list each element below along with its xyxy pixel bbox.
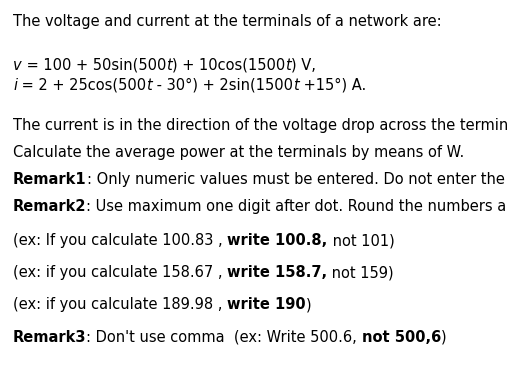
Text: not 159): not 159) bbox=[327, 265, 394, 280]
Text: ) V,: ) V, bbox=[291, 58, 316, 73]
Text: t: t bbox=[293, 78, 299, 93]
Text: Remark2: Remark2 bbox=[13, 199, 87, 214]
Text: i: i bbox=[13, 78, 17, 93]
Text: +15°) A.: +15°) A. bbox=[299, 78, 366, 93]
Text: (ex: if you calculate 189.98 ,: (ex: if you calculate 189.98 , bbox=[13, 297, 227, 312]
Text: not 500,6: not 500,6 bbox=[362, 330, 441, 345]
Text: t: t bbox=[285, 58, 291, 73]
Text: = 2 + 25cos(500: = 2 + 25cos(500 bbox=[17, 78, 146, 93]
Text: t: t bbox=[166, 58, 172, 73]
Text: v: v bbox=[13, 58, 22, 73]
Text: Remark3: Remark3 bbox=[13, 330, 87, 345]
Text: write 158.7,: write 158.7, bbox=[227, 265, 327, 280]
Text: ): ) bbox=[441, 330, 447, 345]
Text: (ex: If you calculate 100.83 ,: (ex: If you calculate 100.83 , bbox=[13, 233, 227, 248]
Text: not 101): not 101) bbox=[328, 233, 394, 248]
Text: - 30°) + 2sin(1500: - 30°) + 2sin(1500 bbox=[152, 78, 293, 93]
Text: : Only numeric values must be entered. Do not enter the units.: : Only numeric values must be entered. D… bbox=[87, 172, 507, 187]
Text: t: t bbox=[146, 78, 152, 93]
Text: Remark1: Remark1 bbox=[13, 172, 87, 187]
Text: (ex: if you calculate 158.67 ,: (ex: if you calculate 158.67 , bbox=[13, 265, 227, 280]
Text: write 100.8,: write 100.8, bbox=[227, 233, 328, 248]
Text: The current is in the direction of the voltage drop across the terminals.: The current is in the direction of the v… bbox=[13, 118, 507, 133]
Text: write 190: write 190 bbox=[227, 297, 306, 312]
Text: = 100 + 50sin(500: = 100 + 50sin(500 bbox=[22, 58, 166, 73]
Text: The voltage and current at the terminals of a network are:: The voltage and current at the terminals… bbox=[13, 14, 442, 29]
Text: : Don't use comma  (ex: Write 500.6,: : Don't use comma (ex: Write 500.6, bbox=[87, 330, 362, 345]
Text: Calculate the average power at the terminals by means of W.: Calculate the average power at the termi… bbox=[13, 145, 464, 160]
Text: : Use maximum one digit after dot. Round the numbers as provided b: : Use maximum one digit after dot. Round… bbox=[87, 199, 507, 214]
Text: ): ) bbox=[306, 297, 311, 312]
Text: ) + 10cos(1500: ) + 10cos(1500 bbox=[172, 58, 285, 73]
